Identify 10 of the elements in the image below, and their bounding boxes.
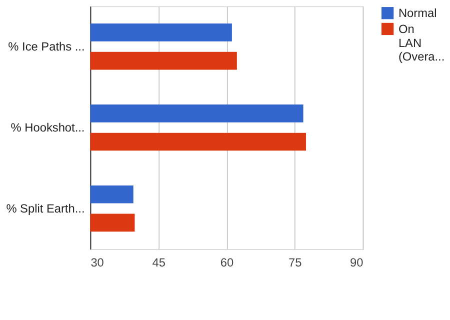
y-tick-label: % Split Earth... xyxy=(6,201,85,216)
y-tick-label: % Ice Paths ... xyxy=(8,40,85,54)
x-tick-label: 30 xyxy=(90,255,104,270)
x-tick-label: 60 xyxy=(220,255,234,270)
x-tick-label: 90 xyxy=(350,255,364,270)
x-tick-label: 45 xyxy=(152,255,166,270)
legend-label: On LAN (Overa... xyxy=(398,22,445,64)
legend-label: Normal xyxy=(398,6,437,20)
x-tick-label: 75 xyxy=(288,255,302,270)
y-tick-label: % Hookshot... xyxy=(10,120,85,135)
